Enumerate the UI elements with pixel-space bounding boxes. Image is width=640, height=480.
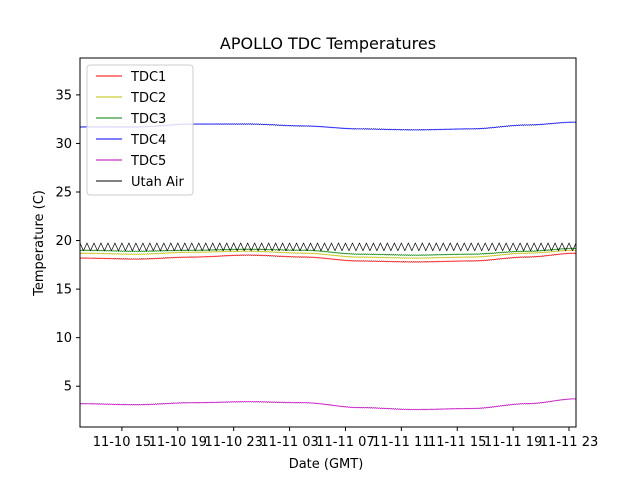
legend-label-tdc4: TDC4 — [130, 133, 166, 148]
x-tick-label: 11-11 23 — [540, 435, 598, 450]
series-line-utah-air — [80, 242, 576, 252]
x-tick-label: 11-10 23 — [204, 435, 262, 450]
y-tick-label: 35 — [55, 88, 72, 103]
x-tick-label: 11-11 19 — [484, 435, 542, 450]
series-line-tdc3 — [80, 247, 576, 256]
legend-label-tdc3: TDC3 — [130, 112, 166, 127]
x-tick-label: 11-10 19 — [149, 435, 207, 450]
y-tick-label: 5 — [64, 380, 72, 395]
x-tick-label: 11-11 15 — [428, 435, 486, 450]
series-line-tdc1 — [80, 252, 576, 263]
legend-label-tdc2: TDC2 — [130, 91, 166, 106]
legend: TDC1 TDC2 TDC3 TDC4 TDC5 Utah Air — [86, 64, 194, 196]
series-line-tdc5 — [80, 398, 576, 411]
legend-label-tdc1: TDC1 — [130, 70, 166, 85]
legend-label-tdc5: TDC5 — [130, 154, 166, 169]
y-tick-label: 30 — [55, 137, 72, 152]
x-tick-label: 11-11 07 — [316, 435, 374, 450]
y-tick-label: 15 — [55, 283, 72, 298]
chart-title: APOLLO TDC Temperatures — [220, 34, 436, 53]
x-tick-label: 11-11 03 — [260, 435, 318, 450]
x-tick-label: 11-10 15 — [93, 435, 151, 450]
y-axis: 5 10 15 20 25 30 35 — [55, 88, 80, 395]
y-tick-label: 20 — [55, 234, 72, 249]
x-axis-label: Date (GMT) — [289, 457, 364, 472]
y-tick-label: 25 — [55, 186, 72, 201]
plot-frame — [79, 57, 577, 428]
legend-label-utah-air: Utah Air — [131, 175, 184, 190]
x-tick-label: 11-11 11 — [372, 435, 430, 450]
y-axis-label: Temperature (C) — [32, 190, 47, 297]
y-tick-label: 10 — [55, 331, 72, 346]
series-line-tdc2 — [80, 249, 576, 259]
